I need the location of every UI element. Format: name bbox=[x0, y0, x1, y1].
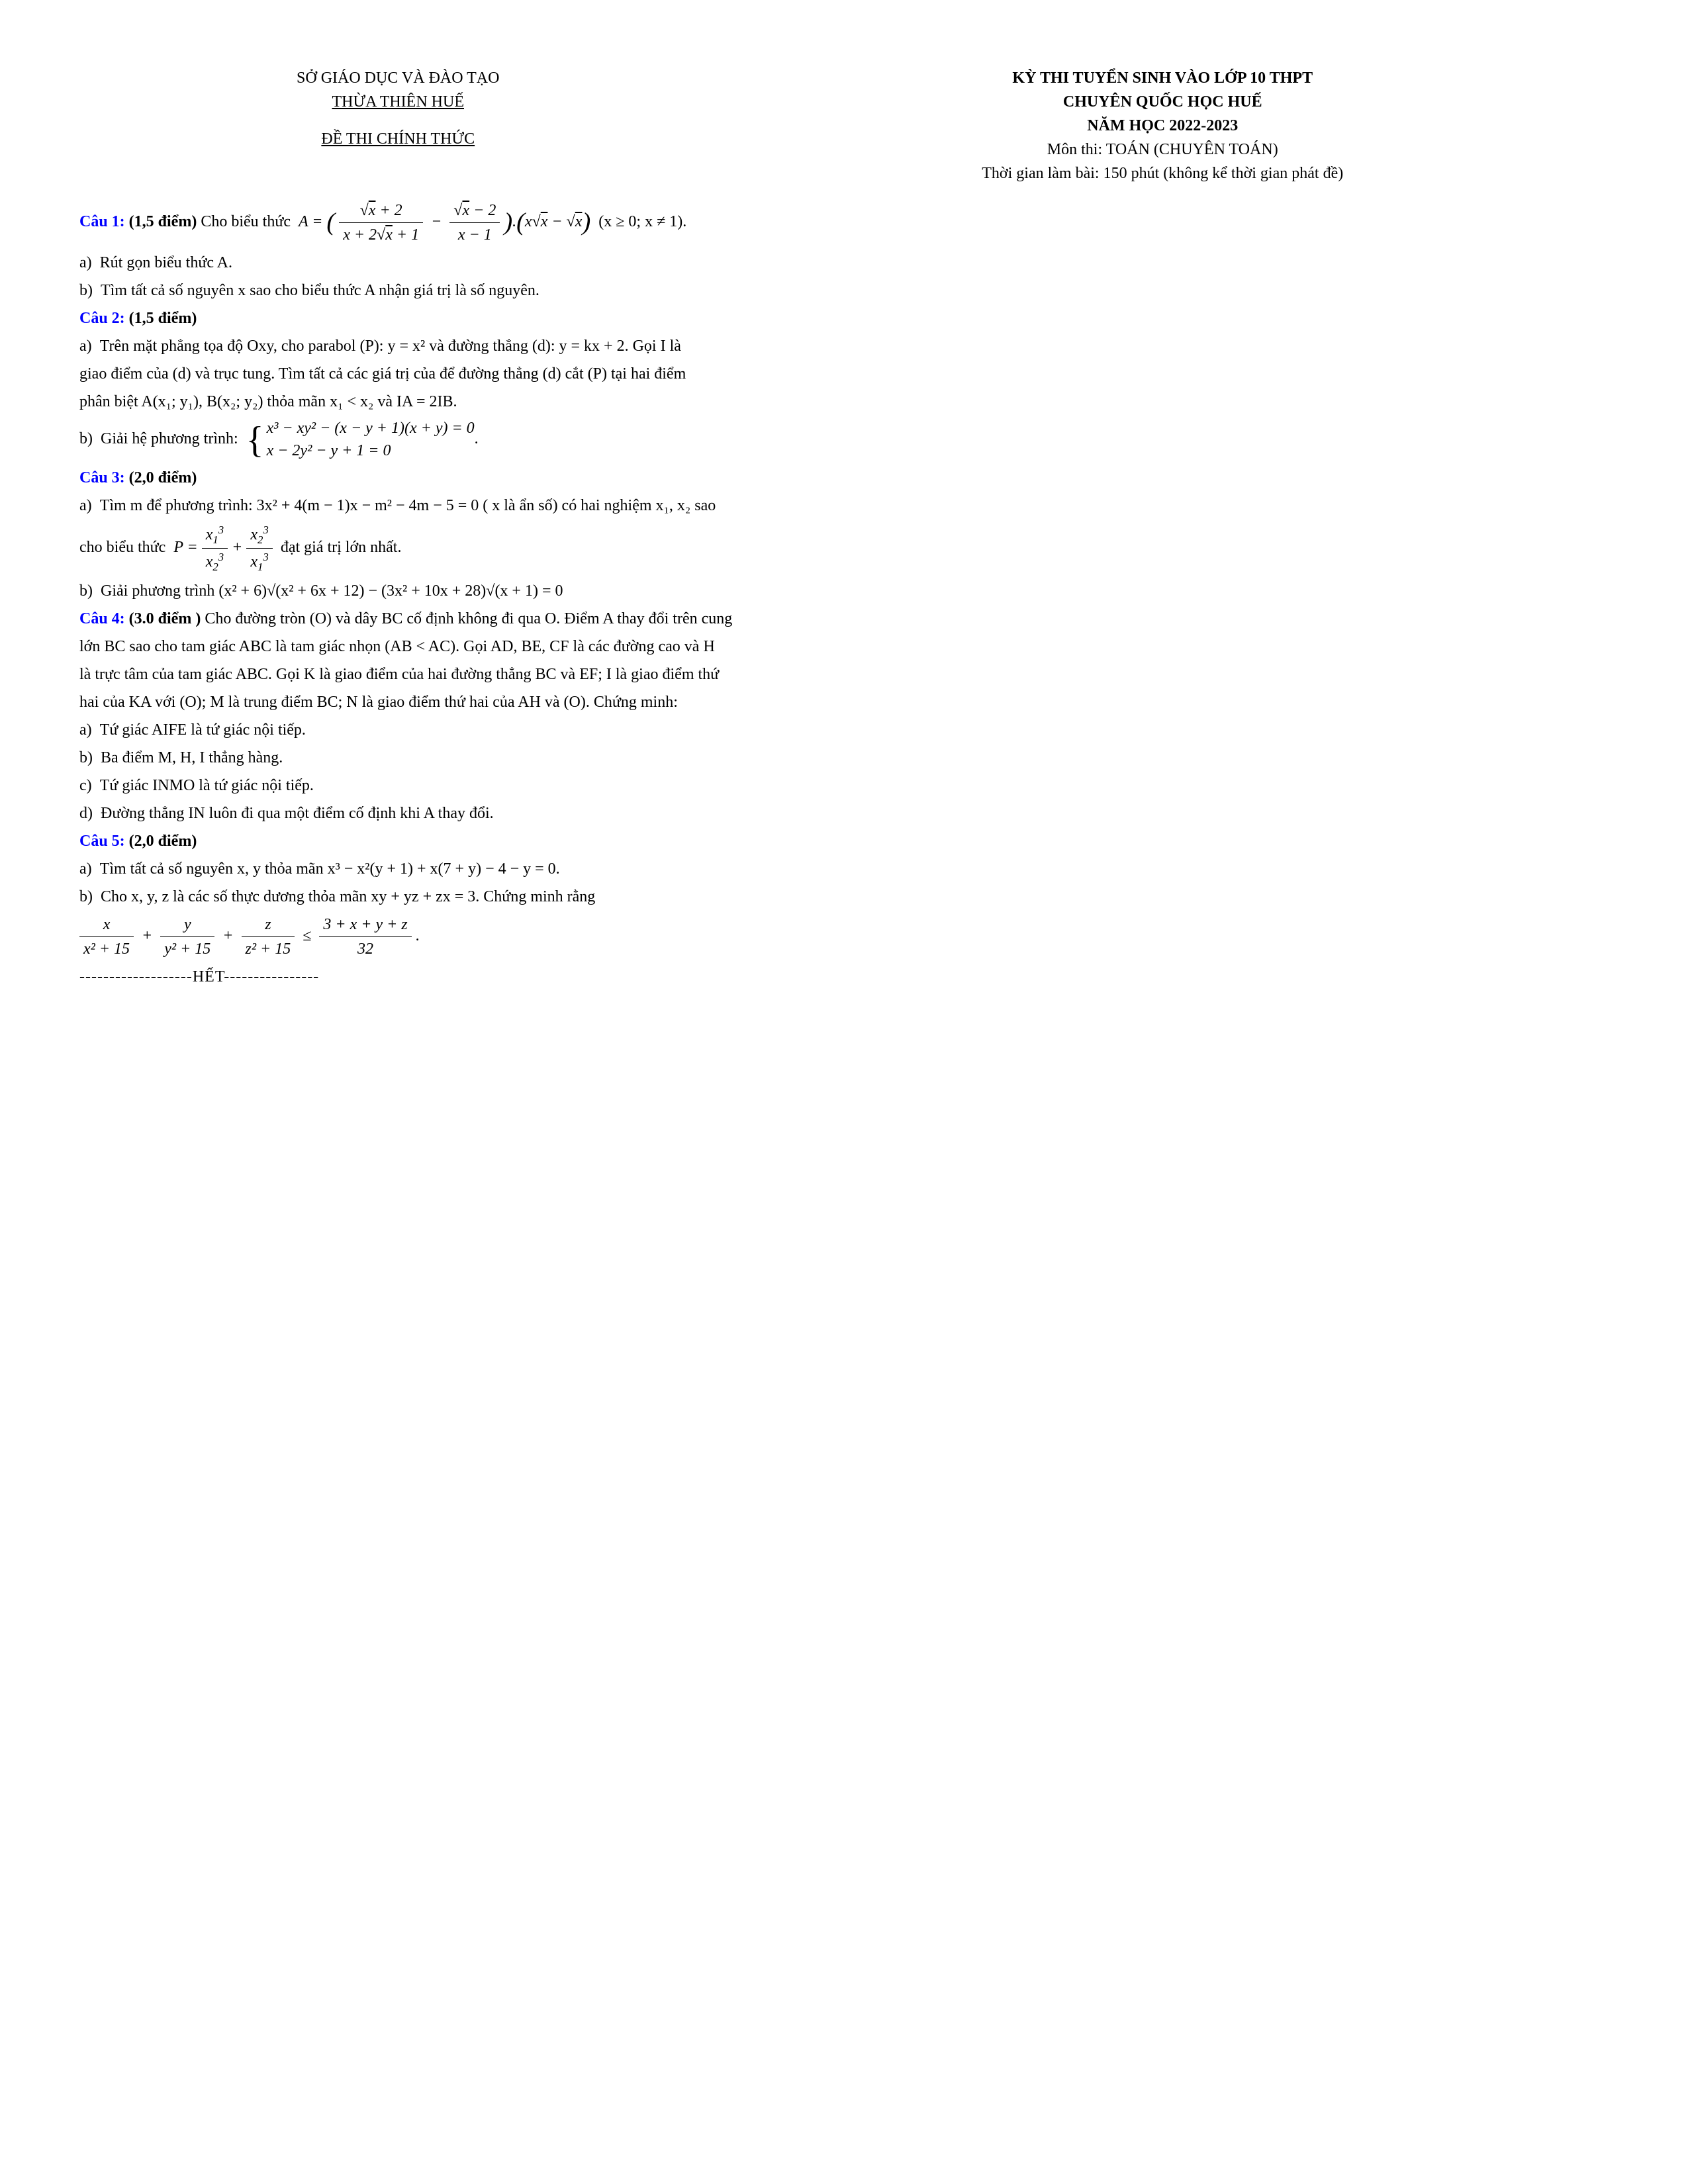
exam-title-2: CHUYÊN QUỐC HỌC HUẾ bbox=[717, 90, 1609, 114]
q3-head: Câu 3: (2,0 điểm) bbox=[79, 466, 1609, 490]
q4-points: (3.0 điểm ) bbox=[129, 610, 201, 627]
q3-a-2: cho biểu thức P = x13x23 + x23x13 đạt gi… bbox=[79, 522, 1609, 575]
q1-points: (1,5 điểm) bbox=[129, 213, 197, 230]
q1-line: Câu 1: (1,5 điểm) Cho biểu thức A = ( √x… bbox=[79, 199, 1609, 247]
q2-head: Câu 2: (1,5 điểm) bbox=[79, 306, 1609, 330]
q1-cond: (x ≥ 0; x ≠ 1). bbox=[598, 213, 686, 230]
exam-official: ĐỀ THI CHÍNH THỨC bbox=[79, 127, 717, 151]
q5-b-1: b) Cho x, y, z là các số thực dương thỏa… bbox=[79, 885, 1609, 909]
q5-b-eq: xx² + 15 + yy² + 15 + zz² + 15 ≤ 3 + x +… bbox=[79, 913, 1609, 961]
org-line-2: THỪA THIÊN HUẾ bbox=[79, 90, 717, 114]
q3-b: b) Giải phương trình (x² + 6)√(x² + 6x +… bbox=[79, 579, 1609, 603]
duration: Thời gian làm bài: 150 phút (không kể th… bbox=[717, 161, 1609, 185]
q4-head: Câu 4: (3.0 điểm ) Cho đường tròn (O) và… bbox=[79, 607, 1609, 631]
q5-a: a) Tìm tất cả số nguyên x, y thỏa mãn x³… bbox=[79, 857, 1609, 881]
q1-a: a) Rút gọn biểu thức A. bbox=[79, 251, 1609, 275]
q4-line4: hai của KA với (O); M là trung điểm BC; … bbox=[79, 690, 1609, 714]
q5-points: (2,0 điểm) bbox=[129, 833, 197, 850]
q2-a-1: a) Trên mặt phẳng tọa độ Oxy, cho parabo… bbox=[79, 334, 1609, 358]
q5-label: Câu 5: bbox=[79, 833, 125, 850]
q3-a-1: a) Tìm m để phương trình: 3x² + 4(m − 1)… bbox=[79, 494, 1609, 518]
q2-points: (1,5 điểm) bbox=[129, 310, 197, 327]
q4-b: b) Ba điểm M, H, I thẳng hàng. bbox=[79, 746, 1609, 770]
header-left: SỞ GIÁO DỤC VÀ ĐÀO TẠO THỪA THIÊN HUẾ ĐỀ… bbox=[79, 66, 717, 151]
q4-line3: là trực tâm của tam giác ABC. Gọi K là g… bbox=[79, 662, 1609, 686]
q4-label: Câu 4: bbox=[79, 610, 125, 627]
end-line: -------------------HẾT---------------- bbox=[79, 965, 1609, 989]
exam-title-1: KỲ THI TUYỂN SINH VÀO LỚP 10 THPT bbox=[717, 66, 1609, 90]
q1-b: b) Tìm tất cả số nguyên x sao cho biểu t… bbox=[79, 279, 1609, 302]
school-year: NĂM HỌC 2022-2023 bbox=[717, 114, 1609, 138]
q2-a-2: giao điểm của (d) và trục tung. Tìm tất … bbox=[79, 362, 1609, 386]
q2-system: { x³ − xy² − (x − y + 1)(x + y) = 0 x − … bbox=[246, 418, 475, 462]
org-line-1: SỞ GIÁO DỤC VÀ ĐÀO TẠO bbox=[79, 66, 717, 90]
subject: Môn thi: TOÁN (CHUYÊN TOÁN) bbox=[717, 138, 1609, 161]
q1-intro: Cho biểu thức bbox=[201, 213, 291, 230]
document-header: SỞ GIÁO DỤC VÀ ĐÀO TẠO THỪA THIÊN HUẾ ĐỀ… bbox=[79, 66, 1609, 185]
q4-line2: lớn BC sao cho tam giác ABC là tam giác … bbox=[79, 635, 1609, 659]
q2-a-3: phân biệt A(x₁; y₁), B(x₂; y₂) thỏa mãn … bbox=[79, 390, 1609, 414]
q3-label: Câu 3: bbox=[79, 469, 125, 486]
q4-d: d) Đường thẳng IN luôn đi qua một điểm c… bbox=[79, 801, 1609, 825]
q1-label: Câu 1: bbox=[79, 213, 125, 230]
exam-body: Câu 1: (1,5 điểm) Cho biểu thức A = ( √x… bbox=[79, 199, 1609, 989]
q3-points: (2,0 điểm) bbox=[129, 469, 197, 486]
q4-a: a) Tứ giác AIFE là tứ giác nội tiếp. bbox=[79, 718, 1609, 742]
q5-head: Câu 5: (2,0 điểm) bbox=[79, 829, 1609, 853]
q2-label: Câu 2: bbox=[79, 310, 125, 327]
q2-b: b) Giải hệ phương trình: { x³ − xy² − (x… bbox=[79, 418, 1609, 462]
header-right: KỲ THI TUYỂN SINH VÀO LỚP 10 THPT CHUYÊN… bbox=[717, 66, 1609, 185]
q4-c: c) Tứ giác INMO là tứ giác nội tiếp. bbox=[79, 774, 1609, 797]
q1-expression: A = ( √x + 2x + 2√x + 1 − √x − 2x − 1 ).… bbox=[295, 213, 594, 230]
